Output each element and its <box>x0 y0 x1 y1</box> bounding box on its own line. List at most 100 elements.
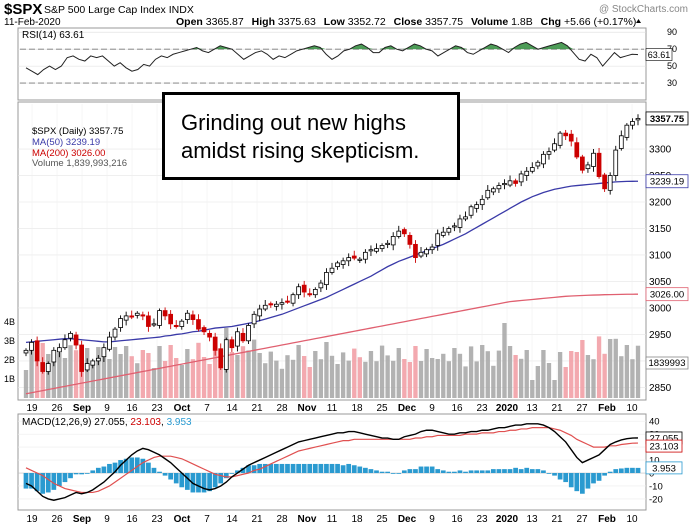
volume-bar <box>502 323 507 398</box>
volume-bar <box>374 361 379 398</box>
price-tick-label: 3050 <box>649 277 672 288</box>
candle-body <box>107 336 112 350</box>
x-tick-label: 9 <box>429 514 435 525</box>
volume-bar <box>368 351 374 398</box>
volume-bar <box>246 350 251 398</box>
macd-hist-bar <box>79 473 85 475</box>
x-tick-label: 21 <box>551 403 563 414</box>
volume-bar <box>123 346 129 398</box>
x-tick-label: 10 <box>626 403 638 414</box>
price-tick-label: 3150 <box>649 224 672 235</box>
volume-bar <box>391 360 396 398</box>
volume-bar <box>157 346 162 398</box>
x-tick-label: 25 <box>376 514 388 525</box>
candle-body <box>546 151 552 155</box>
macd-hist-bar <box>301 463 307 474</box>
macd-legend-prefix: MACD(12,26,9) <box>22 417 91 428</box>
macd-hist-bar <box>507 469 513 474</box>
macd-hist-bar <box>596 473 602 481</box>
macd-hist-bar <box>279 463 285 474</box>
volume-bar <box>207 364 212 398</box>
candle-body <box>607 175 613 191</box>
macd-hist-bar <box>207 473 212 492</box>
volume-bar <box>496 350 502 398</box>
volume-bar <box>513 355 518 398</box>
volume-bar <box>518 358 524 398</box>
candle-body <box>251 313 257 325</box>
annotation-box: Grinding out new highs amidst rising ske… <box>162 92 460 180</box>
x-tick-label: 11 <box>327 403 338 414</box>
candle-body <box>162 310 168 317</box>
candle-body <box>502 183 507 186</box>
rsi-tick-label: 90 <box>667 27 677 37</box>
x-tick-label: 9 <box>104 514 110 525</box>
x-axis-price: 19 26 Sep 9 16 23 Oct 7 14 21 28 Nov 11 18 25 Dec 9 16 23 2… <box>26 403 638 414</box>
macd-hist-bar <box>457 470 463 474</box>
macd-hist-bar <box>435 469 441 474</box>
volume-bar <box>602 353 607 398</box>
candle-body <box>151 323 157 326</box>
macd-hist-bar <box>363 467 368 474</box>
x-tick-label: 2020 <box>496 403 519 414</box>
volume-bar <box>307 367 312 398</box>
rsi-tick-label: 30 <box>667 78 677 88</box>
candle-body <box>574 142 580 158</box>
candle-body <box>62 339 68 349</box>
macd-hist-bar <box>346 463 352 474</box>
candle-body <box>112 328 118 338</box>
volume-bar <box>569 351 574 398</box>
candle-body <box>190 314 196 320</box>
candle-body <box>240 332 246 342</box>
macd-hist-bar <box>474 470 480 474</box>
x-tick-label: 26 <box>51 403 63 414</box>
volume-bar <box>396 348 401 398</box>
macd-hist-bar <box>546 473 552 474</box>
candle-body <box>368 249 374 252</box>
volume-bar <box>268 351 273 398</box>
macd-hist-bar <box>285 463 290 474</box>
candle-body <box>518 173 524 183</box>
macd-hist-bar <box>440 470 446 474</box>
macd-hist-bar <box>401 470 407 474</box>
macd-hist-label: 3.953 <box>652 463 676 474</box>
candle-body <box>351 255 357 259</box>
macd-hist-bar <box>379 471 385 474</box>
candle-body <box>324 272 329 286</box>
rsi-axis: 3050709063.61 <box>645 27 677 88</box>
macd-hist-bar <box>179 473 185 488</box>
macd-hist-bar <box>563 473 569 483</box>
candle-body <box>585 164 591 170</box>
macd-hist-bar <box>552 473 557 476</box>
macd-hist-bar <box>335 463 340 474</box>
candle-body <box>262 304 268 310</box>
candle-body <box>173 325 179 328</box>
volume-bar <box>151 368 157 398</box>
macd-hist-bar <box>351 465 357 474</box>
price-tick-label: 2950 <box>649 330 672 341</box>
price-legend: $SPX (Daily) 3357.75 MA(50) 3239.19 MA(2… <box>32 126 127 169</box>
x-tick-label: 14 <box>226 403 238 414</box>
candle-body <box>68 332 73 339</box>
volume-bar <box>491 365 496 398</box>
ma50-value-label-box <box>645 174 689 189</box>
macd-hist-bar <box>112 462 118 474</box>
x-tick-label: 16 <box>451 514 463 525</box>
last-price-label: 3357.75 <box>650 114 685 125</box>
volume-bar <box>185 349 190 398</box>
volume-bar <box>324 342 329 398</box>
candle-body <box>296 286 301 296</box>
volume-bar <box>190 359 196 398</box>
x-tick-label: 21 <box>551 514 563 525</box>
x-tick-label: 16 <box>451 403 463 414</box>
candle-body <box>84 363 90 371</box>
macd-hist-bar <box>557 473 563 480</box>
x-tick-label: 27 <box>576 403 588 414</box>
volume-bar <box>263 363 268 398</box>
candle-body <box>329 267 335 273</box>
x-tick-label: 7 <box>204 514 210 525</box>
macd-hist-bar <box>246 465 251 474</box>
candle-body <box>613 149 619 176</box>
macd-hist-bar <box>574 473 580 492</box>
candle-body <box>557 132 563 146</box>
